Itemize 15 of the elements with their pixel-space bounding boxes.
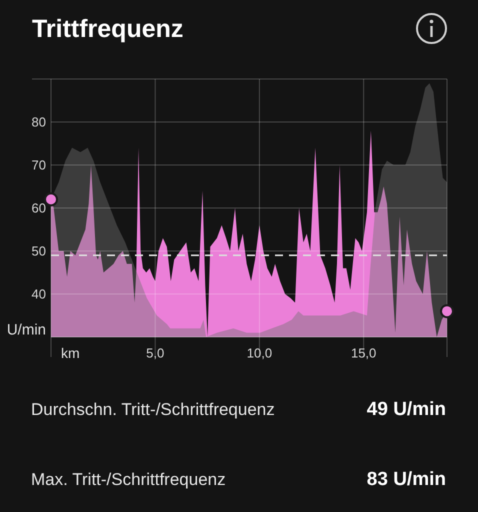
x-tick-label: 5,0 xyxy=(146,346,164,361)
y-tick-label: 40 xyxy=(32,286,46,302)
x-tick-label: 10,0 xyxy=(246,346,272,361)
text: 83 U/min xyxy=(366,469,446,490)
y-tick-label: 60 xyxy=(32,200,46,216)
text: Durchschn. Tritt-/Schrittfrequenz xyxy=(31,400,275,419)
chart-title: Trittfrequenz xyxy=(32,15,184,43)
x-tick-label: 15,0 xyxy=(350,346,376,361)
x-axis-title: km xyxy=(61,344,80,361)
text: Max. Tritt-/Schrittfrequenz xyxy=(31,470,226,489)
y-axis-title: U/min xyxy=(6,321,46,338)
y-tick-label: 80 xyxy=(32,114,46,130)
y-tick-label: 50 xyxy=(32,244,46,259)
text: 49 U/min xyxy=(366,399,446,420)
y-tick-label: 70 xyxy=(32,158,46,173)
